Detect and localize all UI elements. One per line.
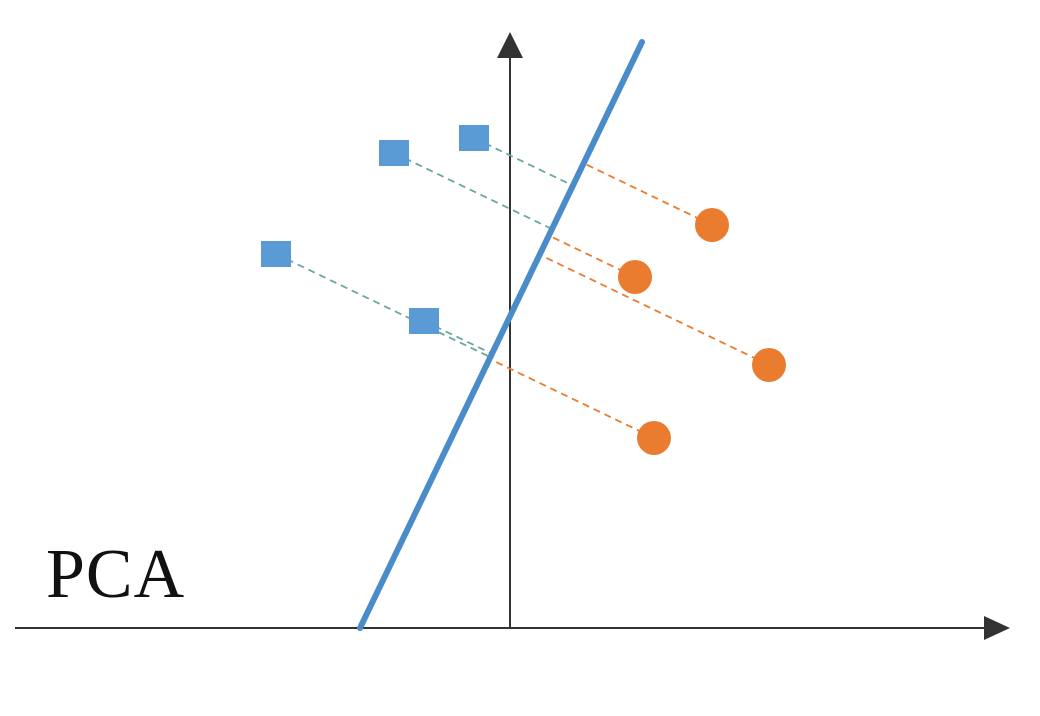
class-a-square-point (409, 308, 439, 334)
principal-component-line (357, 39, 645, 631)
projection-line-class-a (275, 253, 491, 358)
class-b-circle-point (752, 348, 786, 382)
y-axis-arrowhead (497, 32, 523, 58)
class-a-points (261, 125, 489, 334)
class-a-square-point (261, 241, 291, 267)
class-b-circle-point (618, 260, 652, 294)
projection-line-class-a (393, 152, 553, 230)
class-b-circle-point (695, 208, 729, 242)
projection-line-class-b (539, 253, 770, 366)
class-b-points (618, 208, 786, 455)
projection-lines (275, 137, 770, 439)
class-a-square-point (379, 140, 409, 166)
projection-line-class-b (583, 162, 713, 226)
x-axis-arrowhead (984, 616, 1010, 640)
projection-line-class-a (473, 137, 574, 187)
diagram-label: PCA (46, 536, 186, 613)
class-b-circle-point (637, 421, 671, 455)
projection-line-class-b (489, 358, 655, 439)
class-a-square-point (459, 125, 489, 151)
